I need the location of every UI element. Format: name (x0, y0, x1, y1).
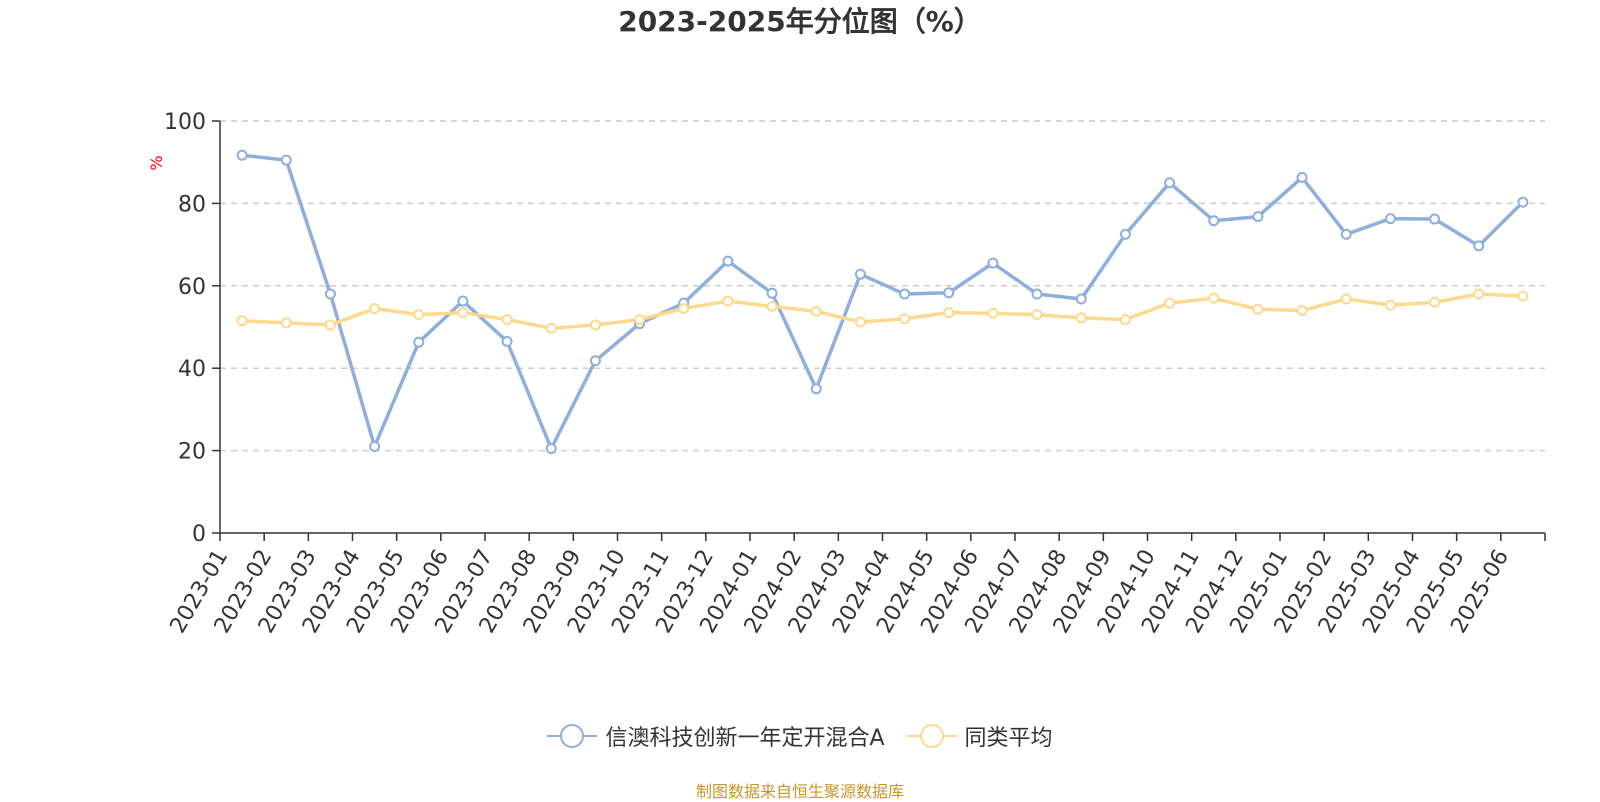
data-point-fund (413, 336, 425, 348)
series-line-average (242, 292, 1523, 330)
data-point-fund (854, 268, 866, 280)
data-point-average (766, 300, 778, 312)
data-point-fund (1252, 211, 1264, 223)
data-point-average (854, 316, 866, 328)
data-point-fund (810, 383, 822, 395)
legend-item-average[interactable]: 同类平均 (906, 720, 1053, 752)
data-point-average (1473, 288, 1485, 300)
data-point-average (1075, 312, 1087, 324)
data-point-average (1340, 293, 1352, 305)
data-point-fund (457, 295, 469, 307)
data-point-fund (1429, 213, 1441, 225)
data-point-average (1119, 314, 1131, 326)
legend-label-average: 同类平均 (964, 726, 1053, 751)
chart-title: 2023-2025年分位图（%） (618, 5, 982, 38)
data-point-fund (1473, 240, 1485, 252)
data-point-fund (1031, 288, 1043, 300)
data-point-average (1252, 303, 1264, 315)
data-point-average (280, 317, 292, 329)
data-point-average (1031, 309, 1043, 321)
data-point-fund (943, 287, 955, 299)
data-point-fund (1164, 177, 1176, 189)
y-tick-label: 20 (178, 440, 206, 465)
data-point-fund (545, 443, 557, 455)
data-point-fund (722, 255, 734, 267)
data-source-note: 制图数据来自恒生聚源数据库 (695, 782, 904, 801)
data-point-average (1164, 297, 1176, 309)
data-point-average (678, 302, 690, 314)
data-point-average (634, 314, 646, 326)
data-point-average (722, 295, 734, 307)
data-point-average (943, 307, 955, 319)
series-line-fund (241, 153, 1525, 451)
data-point-average (589, 319, 601, 331)
data-point-fund (1296, 171, 1308, 183)
data-point-average (413, 309, 425, 321)
y-axis-label: % (147, 155, 166, 170)
data-point-fund (1340, 228, 1352, 240)
data-point-fund (236, 149, 248, 161)
legend: 信澳科技创新一年定开混合A 同类平均 (0, 720, 1600, 752)
data-point-fund (589, 355, 601, 367)
data-point-average (1384, 299, 1396, 311)
data-point-fund (501, 335, 513, 347)
data-point-average (501, 314, 513, 326)
data-point-average (987, 307, 999, 319)
line-chart: 020406080100%2023-012023-022023-032023-0… (147, 110, 1546, 638)
data-point-fund (369, 440, 381, 452)
y-tick-label: 40 (178, 357, 206, 382)
legend-label-fund: 信澳科技创新一年定开混合A (605, 726, 885, 751)
data-point-fund (899, 288, 911, 300)
y-tick-label: 60 (178, 275, 206, 300)
data-point-average (457, 307, 469, 319)
data-point-fund (987, 257, 999, 269)
data-point-average (369, 302, 381, 314)
data-point-fund (1517, 196, 1529, 208)
data-point-fund (280, 154, 292, 166)
data-point-average (324, 319, 336, 331)
data-point-fund (1208, 215, 1220, 227)
data-point-fund (766, 287, 778, 299)
y-tick-label: 0 (192, 522, 206, 547)
legend-marker-fund (547, 724, 598, 748)
legend-marker-average (906, 724, 957, 748)
y-tick-label: 100 (164, 110, 206, 135)
data-point-fund (1384, 213, 1396, 225)
data-point-average (545, 322, 557, 334)
data-point-average (899, 313, 911, 325)
y-tick-label: 80 (178, 192, 206, 217)
data-point-fund (1119, 228, 1131, 240)
data-point-fund (1075, 293, 1087, 305)
data-point-average (1429, 296, 1441, 308)
data-point-average (1208, 292, 1220, 304)
legend-item-fund[interactable]: 信澳科技创新一年定开混合A (547, 720, 885, 752)
data-point-fund (324, 288, 336, 300)
data-point-average (236, 315, 248, 327)
data-point-average (1517, 290, 1529, 302)
data-point-average (810, 305, 822, 317)
data-point-average (1296, 305, 1308, 317)
